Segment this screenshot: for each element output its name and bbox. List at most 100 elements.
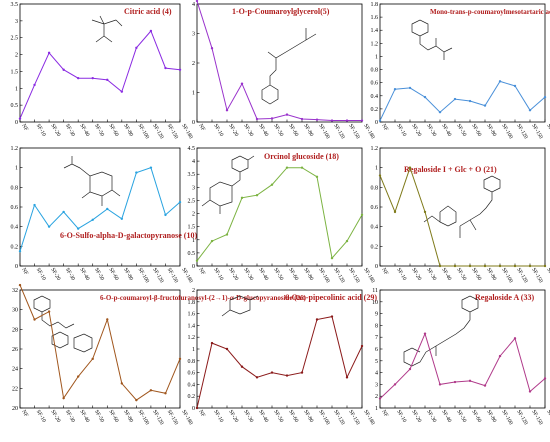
y-tick-label: 0.5 [11, 103, 19, 109]
series [195, 0, 364, 122]
x-tick-label: SF-120 [515, 123, 528, 140]
data-point [240, 82, 244, 85]
x-tick-label: SF-30 [64, 267, 76, 282]
y-tick-label: 3 [192, 32, 195, 38]
data-point [315, 318, 319, 321]
x-tick-label: SF-180 [545, 409, 550, 426]
panel-title: 6-O-p-coumaroyl-β-fructofuranosyl-(2→1)-… [100, 294, 307, 302]
data-point [378, 174, 382, 177]
y-tick-label: 2 [192, 61, 195, 67]
y-tick-label: 1.2 [11, 146, 19, 152]
data-point [330, 315, 334, 318]
data-point [120, 382, 124, 385]
series [195, 166, 364, 262]
data-point [178, 200, 182, 204]
y-tick-label: 1 [375, 166, 378, 172]
y-tick-label: 11 [372, 288, 378, 294]
x-tick-label: SF-20 [410, 267, 422, 282]
x-tick-label: SF-100 [137, 409, 150, 426]
y-tick-label: 2.5 [11, 36, 19, 42]
data-point [315, 118, 319, 121]
y-tick-label: 0 [192, 264, 195, 270]
y-tick-label: 0.8 [11, 185, 19, 191]
x-tick-label: SF-50 [455, 409, 467, 424]
x-tick-label: SF-50 [272, 267, 284, 282]
x-tick-label: SF-80 [485, 267, 497, 282]
x-tick-label: SF-50 [455, 267, 467, 282]
x-tick-label: NF [380, 409, 389, 418]
data-point [513, 337, 517, 340]
x-tick-label: SF-30 [64, 123, 76, 138]
data-point [195, 0, 199, 3]
data-point [300, 371, 304, 374]
series [378, 332, 547, 400]
series-line [19, 30, 181, 119]
data-point [164, 392, 167, 395]
y-tick-label: 0.4 [188, 382, 196, 388]
axes: 00.511.522.533.544.5NF SF-10 SF-20 SF-30 SF-… [188, 146, 376, 284]
y-tick-label: 26 [12, 347, 18, 353]
x-tick-label: SF-100 [137, 267, 150, 284]
x-tick-label: SF-60 [108, 123, 120, 138]
y-tick-label: 3 [375, 382, 378, 388]
data-point [255, 194, 259, 197]
data-point [240, 365, 244, 368]
x-tick-label: SF-120 [151, 123, 164, 140]
data-point [300, 117, 304, 121]
x-tick-label: SF-100 [500, 123, 513, 140]
data-point [225, 109, 229, 112]
x-tick-label: SF-80 [302, 409, 314, 424]
data-point [360, 344, 364, 348]
panel-orcinol-glucoside: Orcinol glucoside (18) 0 0.5 1 1.5 2 2.5 3 3.5 4… [188, 146, 376, 284]
data-point [18, 283, 22, 287]
series-line [196, 316, 363, 409]
series [18, 283, 182, 402]
x-tick-label: SF-40 [78, 267, 90, 282]
data-point [178, 68, 182, 71]
y-tick-label: 1 [15, 86, 18, 92]
x-tick-label: SF-10 [35, 123, 47, 138]
y-tick-label: 0.2 [188, 394, 196, 400]
x-tick-label: SF-180 [545, 267, 550, 284]
x-tick-label: SF-60 [287, 123, 299, 138]
x-tick-label: SF-150 [166, 267, 179, 284]
data-point [106, 207, 109, 211]
data-point [164, 213, 167, 217]
y-tick-label: 0 [15, 264, 18, 270]
y-tick-label: 2.5 [188, 198, 196, 204]
x-tick-label: SF-180 [362, 267, 375, 284]
x-tick-label: NF [20, 123, 29, 132]
y-tick-label: 0 [192, 406, 195, 412]
x-tick-label: SF-120 [515, 267, 528, 284]
axes: 00.511.522.533.5NF SF-10 SF-20 SF-30 SF-40 SF… [11, 2, 194, 140]
x-tick-label: SF-100 [317, 267, 330, 284]
series [378, 166, 547, 268]
x-tick-label: SF-40 [440, 267, 452, 282]
data-point [135, 46, 138, 50]
y-tick-label: 6 [375, 347, 378, 353]
panel-coumaroyl-fructofuranosyl-glucopyranoside: 6-O-p-coumaroyl-β-fructofuranosyl-(2→1)-… [12, 283, 307, 426]
y-tick-label: 1 [192, 91, 195, 97]
data-point [285, 374, 289, 377]
data-point [270, 117, 274, 120]
x-tick-label: SF-60 [470, 123, 482, 138]
series-line [379, 166, 545, 267]
y-tick-label: 4.5 [188, 146, 196, 152]
data-point [528, 109, 532, 112]
x-tick-label: SF-150 [347, 267, 360, 284]
data-point [393, 383, 397, 386]
series-line [19, 167, 181, 252]
panel-sulfo-galactopyranose: 6-O-Sulfo-alpha-D-galactopyranose (10) 0… [11, 146, 198, 284]
y-tick-label: 0 [375, 120, 378, 126]
y-tick-label: 0 [15, 120, 18, 126]
series-line [19, 284, 181, 401]
y-tick-label: 1 [15, 166, 18, 172]
y-tick-label: 1.6 [371, 15, 379, 21]
data-point [360, 119, 364, 122]
y-tick-label: 2 [192, 288, 195, 294]
data-point [468, 264, 472, 268]
